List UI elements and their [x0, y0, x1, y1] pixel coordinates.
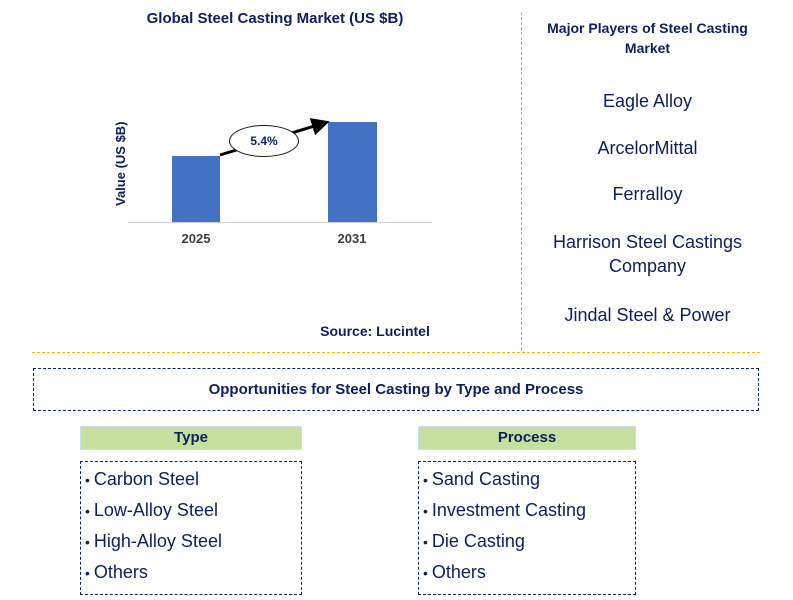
bullet-icon: •: [423, 503, 428, 519]
bullet-icon: •: [85, 534, 90, 550]
player-item: Eagle Alloy: [602, 91, 693, 111]
bullet-icon: •: [85, 503, 90, 519]
source-label: Source: Lucintel: [320, 323, 430, 339]
type-item: • Low-Alloy Steel: [85, 500, 218, 520]
x-axis-line: [128, 222, 432, 223]
player-item: Harrison Steel Castings Company: [552, 232, 743, 276]
x-tick-2025: 2025: [181, 231, 211, 246]
bullet-icon: •: [423, 472, 428, 488]
type-list: • Carbon Steel • Low-Alloy Steel • High-All…: [80, 461, 302, 595]
process-item: • Sand Casting: [423, 469, 540, 489]
type-item: • High-Alloy Steel: [85, 531, 222, 551]
horizontal-divider: [32, 352, 760, 353]
bar-2025: [172, 156, 220, 222]
process-item: • Die Casting: [423, 531, 525, 551]
bullet-icon: •: [85, 565, 90, 581]
bar-2031: [328, 122, 377, 222]
type-item: • Carbon Steel: [85, 469, 199, 489]
cagr-bubble: 5.4%: [229, 125, 299, 157]
players-title: Major Players of Steel Casting Market: [547, 20, 748, 56]
vertical-divider: [521, 12, 522, 350]
bullet-icon: •: [85, 472, 90, 488]
process-list: • Sand Casting • Investment Casting • Die C…: [418, 461, 636, 595]
chart-title: Global Steel Casting Market (US $B): [146, 10, 404, 27]
type-item: • Others: [85, 562, 148, 582]
process-heading: Process: [418, 426, 636, 450]
player-item: ArcelorMittal: [597, 138, 698, 158]
player-item: Ferralloy: [612, 184, 683, 204]
opportunities-title: Opportunities for Steel Casting by Type …: [33, 368, 759, 411]
process-item: • Investment Casting: [423, 500, 586, 520]
x-tick-2031: 2031: [337, 231, 367, 246]
type-heading: Type: [80, 426, 302, 450]
bullet-icon: •: [423, 534, 428, 550]
process-item: • Others: [423, 562, 486, 582]
y-axis-label: Value (US $B): [113, 121, 128, 206]
bullet-icon: •: [423, 565, 428, 581]
player-item: Jindal Steel & Power: [564, 305, 731, 325]
